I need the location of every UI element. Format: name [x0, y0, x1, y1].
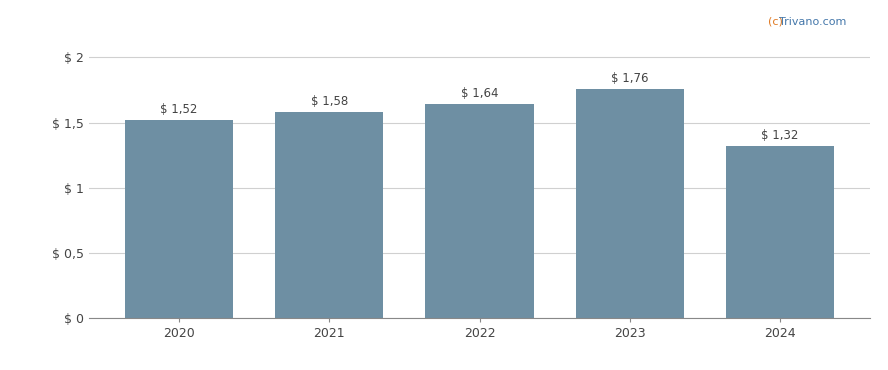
- Text: $ 1,64: $ 1,64: [461, 87, 498, 101]
- Text: $ 1,32: $ 1,32: [761, 129, 799, 142]
- Text: $ 1,52: $ 1,52: [160, 103, 198, 116]
- Bar: [125, 120, 233, 318]
- Bar: [275, 112, 384, 318]
- Text: $ 1,76: $ 1,76: [611, 72, 648, 85]
- Bar: [425, 104, 534, 318]
- Text: Trivano.com: Trivano.com: [779, 17, 846, 27]
- Text: (c): (c): [768, 17, 787, 27]
- Bar: [575, 89, 684, 318]
- Text: $ 1,58: $ 1,58: [311, 95, 348, 108]
- Bar: [726, 146, 834, 318]
